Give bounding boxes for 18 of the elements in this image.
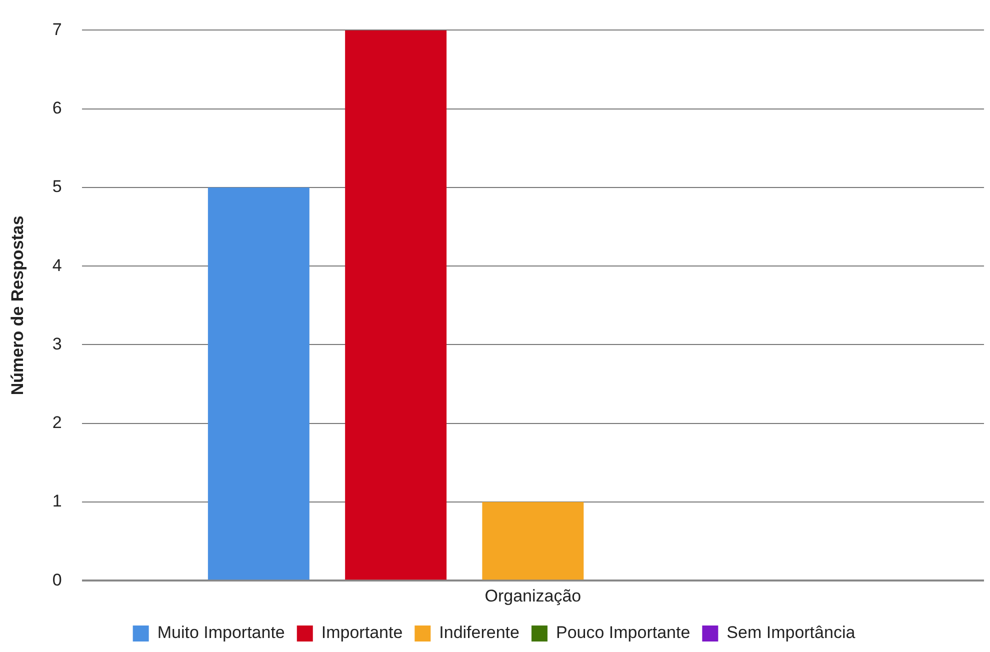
x-tick-label: Organização: [484, 586, 582, 606]
legend-label: Muito Importante: [157, 623, 285, 642]
bar: [208, 187, 310, 580]
y-tick-label: 1: [52, 492, 62, 511]
legend-label: Importante: [321, 623, 403, 642]
bar: [482, 502, 584, 580]
bar: [345, 30, 447, 580]
y-tick-label: 5: [52, 177, 62, 196]
y-tick-label: 4: [52, 256, 62, 275]
legend-label: Sem Importância: [726, 623, 856, 642]
y-tick-label: 2: [52, 413, 62, 432]
y-tick-label: 7: [52, 20, 62, 39]
y-axis-title: Número de Respostas: [8, 216, 27, 396]
y-tick-label: 6: [52, 98, 62, 118]
y-tick-label: 3: [52, 334, 62, 354]
legend-label: Indiferente: [439, 623, 520, 642]
y-tick-label: 0: [52, 570, 62, 590]
legend-label: Pouco Importante: [556, 623, 690, 642]
